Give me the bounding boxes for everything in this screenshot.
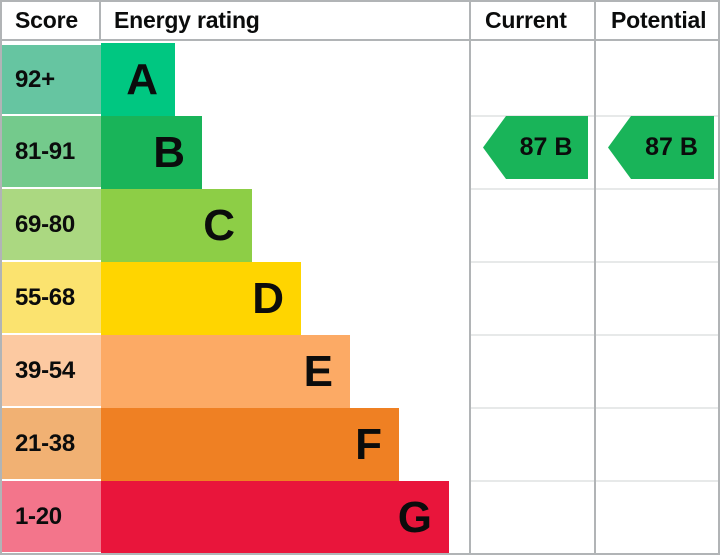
score-range: 92+ xyxy=(2,45,101,114)
rating-bands-area: 92+ A 81-91 B 69-80 C 55-68 D 39-54 E 21… xyxy=(2,43,718,553)
potential-rating-arrow: 87 B xyxy=(608,116,714,179)
band-letter: B xyxy=(153,127,185,177)
energy-rating-column-header: Energy rating xyxy=(114,7,260,33)
row-separator xyxy=(469,480,718,482)
band-letter: C xyxy=(203,200,235,250)
band-letter: E xyxy=(303,346,333,396)
score-column-header: Score xyxy=(15,7,78,33)
band-bar: A xyxy=(101,43,175,116)
band-row: 39-54 E xyxy=(2,335,718,409)
band-row: 81-91 B xyxy=(2,116,718,190)
current-column-header: Current xyxy=(485,7,567,33)
chart-header: Score Energy rating Current Potential xyxy=(2,2,718,41)
score-range: 69-80 xyxy=(2,189,101,260)
band-row: 1-20 G xyxy=(2,481,718,553)
band-row: 92+ A xyxy=(2,43,718,117)
band-letter: D xyxy=(252,273,284,323)
band-row: 55-68 D xyxy=(2,262,718,336)
row-separator xyxy=(469,334,718,336)
band-letter: F xyxy=(355,419,382,469)
score-range: 21-38 xyxy=(2,408,101,479)
score-range: 1-20 xyxy=(2,481,101,552)
band-bar: C xyxy=(101,189,252,262)
band-letter: A xyxy=(126,54,158,104)
score-range: 81-91 xyxy=(2,116,101,187)
band-bar: D xyxy=(101,262,301,335)
band-bar: E xyxy=(101,335,350,408)
row-separator xyxy=(469,115,718,117)
potential-column-divider xyxy=(594,2,596,553)
band-bar: F xyxy=(101,408,399,481)
score-range: 39-54 xyxy=(2,335,101,406)
band-row: 69-80 C xyxy=(2,189,718,263)
row-separator xyxy=(469,188,718,190)
current-column-divider xyxy=(469,2,471,553)
band-row: 21-38 F xyxy=(2,408,718,482)
band-letter: G xyxy=(397,492,432,542)
row-separator xyxy=(469,407,718,409)
potential-column-header: Potential xyxy=(611,7,707,33)
row-separator xyxy=(469,261,718,263)
current-rating-arrow: 87 B xyxy=(483,116,588,179)
band-bar: G xyxy=(101,481,449,553)
band-bar: B xyxy=(101,116,202,189)
current-rating-value: 87 B xyxy=(519,133,573,161)
score-rating-divider xyxy=(99,2,101,41)
potential-rating-value: 87 B xyxy=(645,133,698,161)
score-range: 55-68 xyxy=(2,262,101,333)
